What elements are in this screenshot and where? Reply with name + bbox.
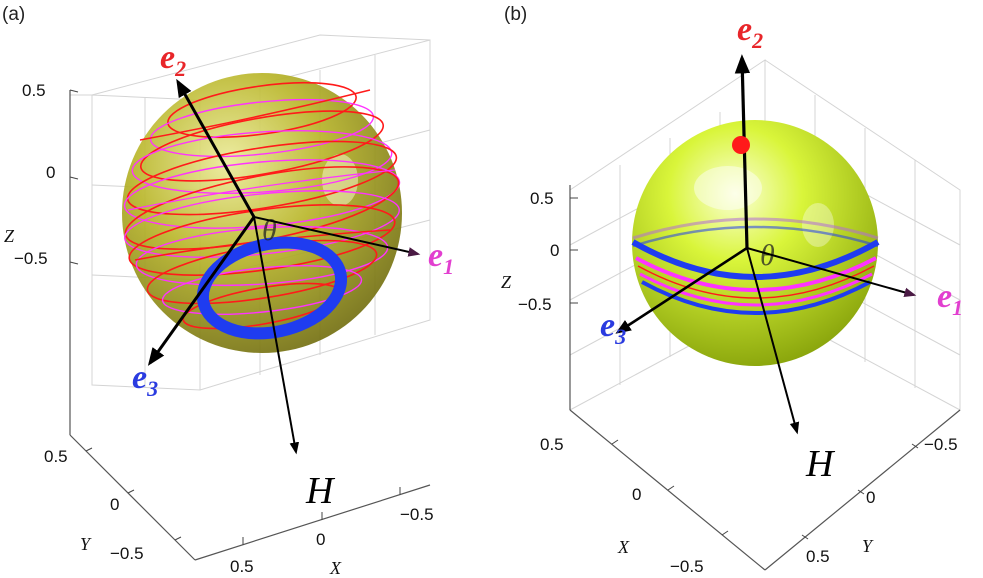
panel-b-x-tick-top: 0.5 [540, 435, 564, 454]
panel-a-e2-label: e2 [160, 39, 186, 81]
panel-b-z-label: Z [501, 272, 512, 292]
panel-a-x-tick-right: −0.5 [400, 505, 434, 524]
panel-b-e3-base: e [600, 307, 615, 344]
panel-b-sphere-highlight [694, 166, 762, 210]
panel-b-e2-marker [732, 136, 750, 154]
panel-b-e3-arrow [615, 246, 748, 334]
panel-a-e1-arrow [253, 216, 421, 257]
panel-a-z-tick-top: 0.5 [22, 81, 46, 100]
panel-b-e2-base: e [737, 11, 752, 48]
panel-b-sphere [632, 120, 878, 366]
panel-b-e3-sub: 3 [614, 324, 626, 349]
panel-a-e2-base: e [160, 39, 175, 76]
panel-a-e3-arrow [147, 216, 256, 366]
panel-b-z-tick-top: 0.5 [530, 189, 554, 208]
panel-a-y-label: Y [80, 534, 92, 554]
panel-b-e2-sub: 2 [751, 28, 763, 53]
panel-a-e3-sub: 3 [146, 376, 158, 401]
panel-a-e1-label: e1 [428, 237, 454, 279]
panel-b-tag: (b) [504, 4, 527, 25]
panel-b-theta: θ [760, 239, 775, 272]
panel-a-z-label: Z [4, 226, 15, 246]
panel-b: (b) [501, 4, 963, 576]
panel-a-h-label: H [305, 470, 336, 512]
panel-a-axes [69, 89, 431, 561]
panel-b-e2-label: e2 [737, 11, 763, 53]
panel-a-e1-sub: 1 [443, 254, 454, 279]
panel-b-y-tick-top: −0.5 [924, 435, 958, 454]
panel-a-e2-arrow [176, 78, 256, 218]
panel-a-z-tick-bottom: −0.5 [14, 249, 48, 268]
panel-a-tag: (a) [2, 4, 25, 25]
panel-b-y-label: Y [862, 536, 874, 556]
panel-a: (a) [2, 4, 454, 578]
panel-b-e1-arrow [746, 247, 917, 298]
panel-b-e1-base: e [937, 278, 952, 315]
panel-a-h-arrow [253, 216, 300, 455]
panel-b-axes [569, 185, 961, 571]
panel-b-e1-label: e1 [937, 278, 963, 320]
panel-b-y-tick-mid: 0 [866, 488, 875, 507]
panel-b-x-tick-mid: 0 [632, 485, 641, 504]
panel-a-e3-base: e [132, 359, 147, 396]
panel-b-h-arrow [746, 247, 800, 435]
panel-b-e3-label: e3 [600, 307, 626, 349]
panel-a-x-tick-mid: 0 [316, 530, 325, 549]
panel-a-x-tick-left: 0.5 [230, 557, 254, 576]
panel-a-y-tick-mid: 0 [110, 495, 119, 514]
panel-a-z-tick-mid: 0 [46, 163, 55, 182]
panel-a-e1-base: e [428, 237, 443, 274]
panel-b-z-tick-bottom: −0.5 [518, 295, 552, 314]
panel-a-e2-sub: 2 [174, 56, 186, 81]
panel-a-x-label: X [329, 558, 342, 578]
panel-b-z-tick-mid: 0 [550, 241, 559, 260]
panel-a-y-tick-bottom: −0.5 [110, 544, 144, 563]
panel-b-x-tick-bottom: −0.5 [670, 557, 704, 576]
panel-a-blue-band [196, 236, 348, 340]
panel-b-h-label: H [805, 443, 836, 485]
panel-a-e3-label: e3 [132, 359, 158, 401]
panel-b-x-label: X [617, 537, 630, 557]
panel-a-y-tick-top: 0.5 [44, 447, 68, 466]
panel-b-e1-sub: 1 [952, 295, 963, 320]
panel-b-y-tick-bottom: 0.5 [806, 547, 830, 566]
